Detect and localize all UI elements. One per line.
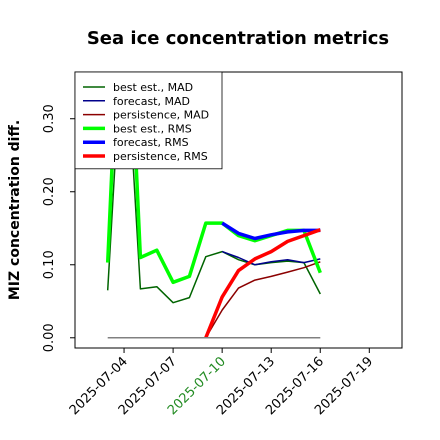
plot-lines	[105, 72, 322, 339]
series-line	[221, 250, 321, 266]
series-line	[204, 228, 321, 339]
legend-label: persistence, RMS	[113, 150, 208, 163]
chart-title: Sea ice concentration metrics	[87, 28, 389, 49]
legend-label: forecast, RMS	[113, 136, 189, 149]
y-tick-label: 0.00	[42, 323, 57, 352]
y-axis-label: MIZ concentration diff.	[7, 120, 23, 300]
series-line	[205, 261, 321, 339]
y-tick-label: 0.10	[42, 250, 57, 279]
legend-label: forecast, MAD	[113, 95, 190, 108]
legend-label: best est., MAD	[113, 81, 193, 94]
plot-frame	[74, 71, 403, 349]
legend-label: best est., RMS	[113, 122, 192, 135]
legend-box	[74, 71, 223, 170]
series-line	[106, 72, 321, 304]
legend-label: persistence, MAD	[113, 109, 209, 122]
y-tick-label: 0.20	[42, 177, 57, 206]
y-tick-label: 0.30	[42, 104, 57, 133]
series-line	[221, 221, 321, 241]
